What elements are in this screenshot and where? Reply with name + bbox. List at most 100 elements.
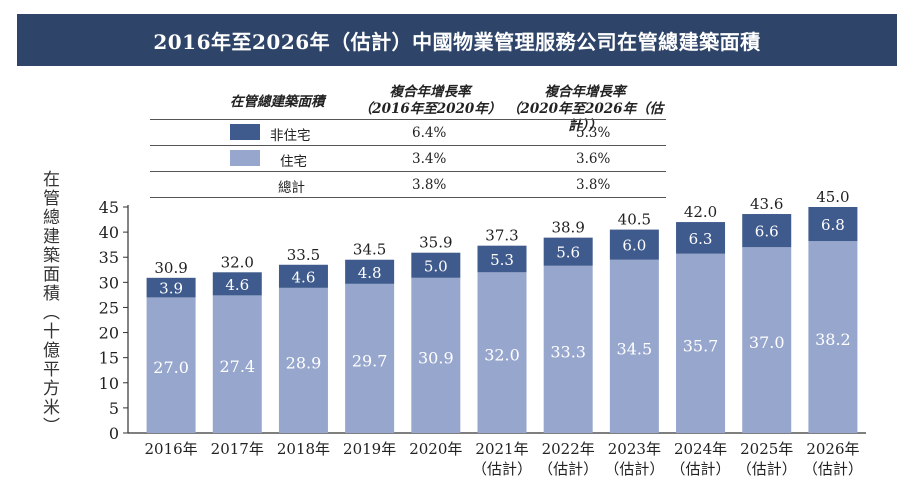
legend-row-nonresidential: 非住宅 6.4% 5.3% — [150, 120, 666, 146]
legend-cagr2-total: 3.8% — [576, 177, 611, 193]
bar-nonresidential — [609, 229, 659, 260]
data-label-total: 30.9 — [154, 259, 187, 277]
legend-rule — [150, 171, 666, 172]
legend-row-residential: 住宅 3.4% 3.6% — [150, 146, 666, 172]
bar-residential — [676, 253, 726, 433]
x-tick-sublabel: （估計） — [538, 460, 598, 478]
y-tick-label: 25 — [99, 298, 119, 317]
bar-residential — [609, 259, 659, 433]
chart-title: 2016年至2026年（估計）中國物業管理服務公司在管總建築面積 — [17, 14, 897, 66]
x-tick-label: 2023年 — [608, 440, 661, 458]
bar-nonresidential — [212, 272, 262, 296]
y-axis-label: 在管總建築面積（十億平方米） — [39, 170, 59, 436]
bar-residential — [808, 241, 858, 433]
legend-rule — [150, 145, 666, 146]
y-tick-label: 30 — [99, 273, 119, 292]
y-tick-label: 40 — [99, 223, 119, 242]
x-tick-label: 2017年 — [211, 440, 264, 458]
data-label-total: 34.5 — [353, 241, 386, 259]
x-tick-label: 2020年 — [409, 440, 462, 458]
cagr1-line1: 複合年增長率 — [389, 84, 471, 100]
legend-cagr1-residential: 3.4% — [412, 151, 447, 167]
data-label-total: 43.6 — [750, 195, 783, 213]
data-label-residential: 27.4 — [219, 357, 255, 376]
x-tick-label: 2019年 — [343, 440, 396, 458]
legend-label-residential: 住宅 — [280, 154, 307, 170]
data-label-nonresidential: 5.6 — [556, 244, 580, 262]
cagr2-line2: （2020年至2026年（估計）） — [506, 101, 664, 134]
bar-residential — [278, 287, 328, 433]
bar-nonresidential — [676, 222, 726, 254]
bar-residential — [146, 297, 196, 433]
bar-nonresidential — [543, 237, 593, 266]
bar-nonresidential — [345, 259, 395, 284]
y-tick-label: 0 — [109, 424, 119, 443]
legend-rule — [150, 119, 666, 120]
legend-swatch-nonresidential — [230, 124, 260, 140]
y-tick-label: 5 — [109, 399, 119, 418]
data-label-residential: 29.7 — [352, 351, 388, 370]
data-label-nonresidential: 4.6 — [225, 276, 249, 294]
legend-row-total: 總計 3.8% 3.8% — [150, 172, 666, 198]
bar-nonresidential — [411, 252, 461, 278]
data-label-residential: 34.5 — [617, 339, 653, 358]
data-label-residential: 35.7 — [683, 336, 719, 355]
y-tick-label: 20 — [99, 324, 119, 343]
y-tick-label: 15 — [99, 349, 119, 368]
data-label-total: 35.9 — [419, 234, 452, 252]
bar-residential — [742, 247, 792, 433]
y-tick-label: 35 — [99, 248, 119, 267]
x-tick-label: 2025年 — [740, 440, 793, 458]
legend-rule — [150, 197, 666, 198]
bar-residential — [477, 272, 527, 433]
data-label-nonresidential: 4.6 — [292, 268, 316, 286]
bar-residential — [411, 277, 461, 433]
data-label-nonresidential: 5.0 — [424, 257, 448, 275]
x-tick-sublabel: （估計） — [671, 460, 731, 478]
bar-residential — [345, 283, 395, 433]
data-label-nonresidential: 6.3 — [689, 230, 713, 248]
data-label-total: 33.5 — [287, 246, 320, 264]
data-label-total: 45.0 — [816, 188, 849, 206]
data-label-residential: 27.0 — [153, 358, 189, 377]
x-tick-label: 2021年 — [475, 440, 528, 458]
data-label-residential: 33.3 — [550, 342, 586, 361]
bar-residential — [212, 295, 262, 433]
cagr2-line1: 複合年增長率 — [544, 84, 626, 100]
y-tick-label: 45 — [99, 198, 119, 217]
x-tick-label: 2016年 — [144, 440, 197, 458]
legend-label-nonresidential: 非住宅 — [270, 128, 311, 144]
data-label-total: 37.3 — [485, 227, 518, 245]
x-tick-sublabel: （估計） — [803, 460, 863, 478]
bar-residential — [543, 265, 593, 433]
bar-nonresidential — [808, 207, 858, 242]
y-tick-label: 10 — [99, 374, 119, 393]
legend-header-label: 在管總建築面積 — [230, 94, 325, 110]
bar-nonresidential — [278, 264, 328, 288]
data-label-total: 32.0 — [221, 253, 254, 271]
legend-cagr2-residential: 3.6% — [576, 151, 611, 167]
data-label-residential: 30.9 — [418, 348, 454, 367]
x-tick-label: 2018年 — [277, 440, 330, 458]
x-tick-label: 2022年 — [542, 440, 595, 458]
legend-swatch-residential — [230, 150, 260, 166]
data-label-total: 40.5 — [618, 211, 651, 229]
legend-cagr2-nonresidential: 5.3% — [576, 125, 611, 141]
data-label-residential: 38.2 — [815, 330, 851, 349]
legend-label-total: 總計 — [278, 180, 305, 196]
data-label-nonresidential: 3.9 — [159, 280, 183, 298]
data-label-total: 38.9 — [551, 219, 584, 237]
bar-nonresidential — [477, 245, 527, 273]
data-label-residential: 28.9 — [286, 353, 322, 372]
x-tick-sublabel: （估計） — [737, 460, 797, 478]
x-tick-label: 2026年 — [806, 440, 859, 458]
data-label-nonresidential: 5.3 — [490, 251, 514, 269]
data-label-residential: 32.0 — [484, 346, 520, 365]
data-label-total: 42.0 — [684, 203, 717, 221]
x-tick-sublabel: （估計） — [604, 460, 664, 478]
bar-nonresidential — [742, 214, 792, 248]
data-label-nonresidential: 6.6 — [755, 223, 779, 241]
data-label-residential: 37.0 — [749, 333, 785, 352]
data-label-nonresidential: 6.8 — [821, 216, 845, 234]
